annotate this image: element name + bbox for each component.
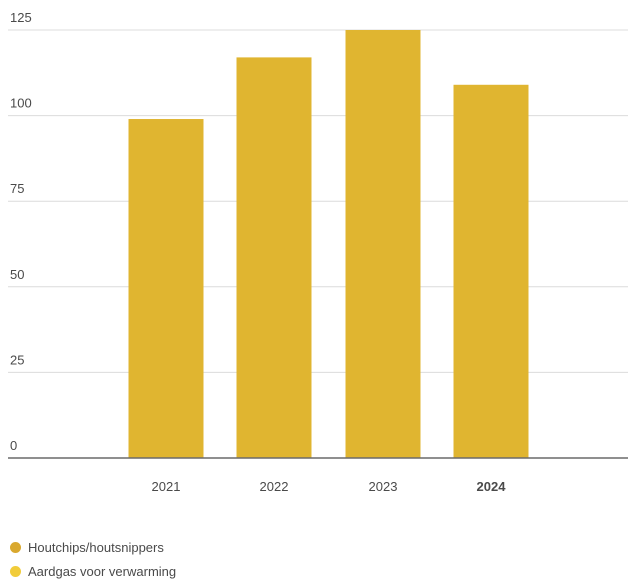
y-tick-label-75: 75 [10,181,24,196]
bar-2024 [453,84,529,458]
bar-2023 [345,30,421,458]
x-tick-label-2024: 2024 [477,479,507,494]
legend-swatch-aardgas [10,565,21,577]
bar-2022 [236,57,312,458]
y-tick-label-100: 100 [10,96,32,111]
legend: Houtchips/houtsnippers Aardgas voor verw… [10,535,176,581]
legend-label-aardgas: Aardgas voor verwarming [28,563,177,579]
bars [128,30,529,459]
y-tick-label-125: 125 [10,10,32,25]
bar-2021 [128,119,204,459]
legend-label-houtchips: Houtchips/houtsnippers [28,539,164,555]
y-axis: 0 25 50 75 100 125 [10,10,32,453]
y-tick-label-50: 50 [10,267,24,282]
y-tick-label-0: 0 [10,438,17,453]
y-tick-label-25: 25 [10,352,24,367]
x-tick-label-2022: 2022 [260,479,289,494]
legend-item-houtchips: Houtchips/houtsnippers [10,535,176,559]
gridlines [8,29,628,373]
x-axis: 2021 2022 2023 2024 [8,457,628,494]
legend-swatch-houtchips [10,541,21,553]
legend-item-aardgas: Aardgas voor verwarming [10,559,176,581]
x-tick-label-2023: 2023 [369,479,398,494]
x-tick-label-2021: 2021 [152,479,181,494]
